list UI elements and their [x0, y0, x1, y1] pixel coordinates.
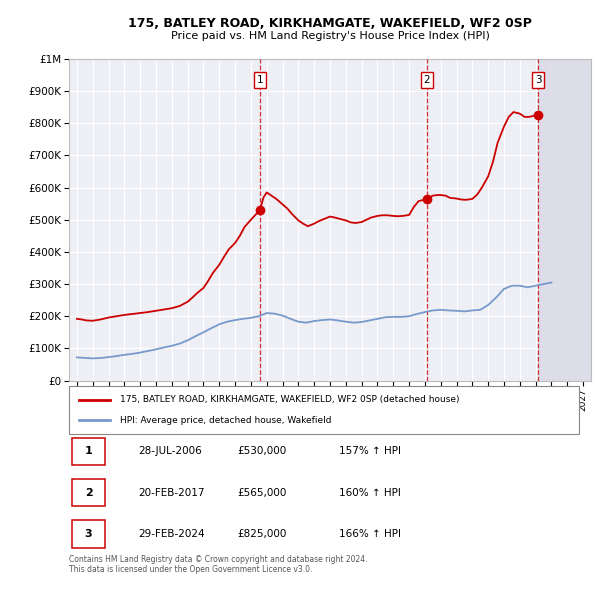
Text: £530,000: £530,000: [237, 447, 286, 456]
Text: 1: 1: [85, 447, 92, 456]
Text: 29-FEB-2024: 29-FEB-2024: [138, 529, 205, 539]
Text: 1: 1: [257, 75, 263, 85]
Text: HPI: Average price, detached house, Wakefield: HPI: Average price, detached house, Wake…: [120, 416, 331, 425]
Text: 166% ↑ HPI: 166% ↑ HPI: [339, 529, 401, 539]
Text: 160% ↑ HPI: 160% ↑ HPI: [339, 488, 401, 497]
FancyBboxPatch shape: [69, 386, 579, 434]
Text: 157% ↑ HPI: 157% ↑ HPI: [339, 447, 401, 456]
Text: 3: 3: [85, 529, 92, 539]
Text: 175, BATLEY ROAD, KIRKHAMGATE, WAKEFIELD, WF2 0SP (detached house): 175, BATLEY ROAD, KIRKHAMGATE, WAKEFIELD…: [120, 395, 460, 404]
Bar: [538, 59, 591, 381]
FancyBboxPatch shape: [72, 520, 105, 548]
Text: 2: 2: [85, 488, 92, 497]
Text: 20-FEB-2017: 20-FEB-2017: [138, 488, 205, 497]
FancyBboxPatch shape: [72, 479, 105, 506]
Text: 28-JUL-2006: 28-JUL-2006: [138, 447, 202, 456]
Text: 3: 3: [535, 75, 542, 85]
Text: 175, BATLEY ROAD, KIRKHAMGATE, WAKEFIELD, WF2 0SP: 175, BATLEY ROAD, KIRKHAMGATE, WAKEFIELD…: [128, 17, 532, 30]
Text: Contains HM Land Registry data © Crown copyright and database right 2024.
This d: Contains HM Land Registry data © Crown c…: [69, 555, 367, 574]
Text: £565,000: £565,000: [237, 488, 286, 497]
Text: 2: 2: [424, 75, 430, 85]
FancyBboxPatch shape: [72, 438, 105, 465]
Text: Price paid vs. HM Land Registry's House Price Index (HPI): Price paid vs. HM Land Registry's House …: [170, 31, 490, 41]
Text: £825,000: £825,000: [237, 529, 286, 539]
